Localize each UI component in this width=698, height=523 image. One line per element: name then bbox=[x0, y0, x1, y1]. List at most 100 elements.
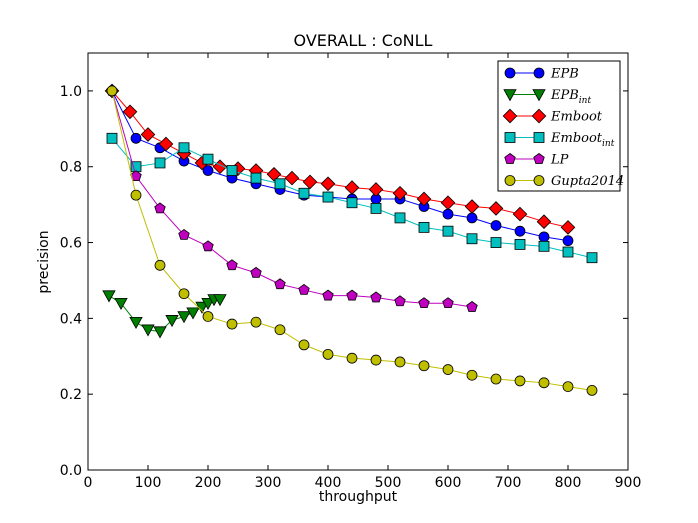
data-point bbox=[514, 239, 526, 250]
legend-label: LP bbox=[550, 153, 569, 168]
legend-entry: EPBint bbox=[503, 88, 591, 106]
data-point bbox=[488, 201, 504, 216]
legend-label: EPBint bbox=[550, 88, 591, 106]
data-point bbox=[368, 182, 384, 197]
data-point bbox=[106, 132, 118, 144]
series-emboot-int bbox=[106, 132, 598, 264]
data-point bbox=[226, 165, 238, 176]
data-point bbox=[392, 185, 408, 201]
data-point bbox=[442, 297, 454, 309]
data-point bbox=[514, 225, 526, 237]
data-point bbox=[418, 221, 430, 233]
data-point bbox=[512, 206, 528, 222]
legend-label-text: Emboot bbox=[550, 110, 603, 125]
legend-marker bbox=[504, 67, 516, 79]
x-tick-label: 900 bbox=[615, 475, 642, 491]
data-point bbox=[536, 214, 552, 230]
y-tick-label: 1.0 bbox=[60, 84, 82, 100]
legend-label: EPB bbox=[550, 67, 579, 82]
data-point bbox=[177, 311, 191, 324]
legend-label-subscript: int bbox=[579, 96, 592, 106]
data-point bbox=[178, 228, 190, 240]
data-point bbox=[274, 324, 286, 336]
legend-label-text: EPB bbox=[550, 67, 579, 82]
legend-entry: Gupta2014 bbox=[504, 174, 624, 189]
data-point bbox=[274, 278, 286, 290]
x-axis: 0 100 200 300 400 500 600 700 800 900 bbox=[84, 53, 642, 491]
x-tick-label: 500 bbox=[375, 475, 402, 491]
data-point bbox=[130, 189, 142, 201]
data-point bbox=[302, 174, 318, 190]
legend-marker bbox=[531, 108, 547, 124]
data-point bbox=[129, 316, 143, 329]
legend-marker bbox=[504, 175, 516, 186]
data-point bbox=[466, 369, 478, 381]
data-point bbox=[538, 377, 550, 389]
data-point bbox=[442, 364, 454, 375]
data-point bbox=[154, 259, 166, 271]
y-axis: 0.0 0.2 0.4 0.6 0.8 1.0 bbox=[60, 84, 628, 479]
series-epb-int bbox=[102, 290, 227, 339]
data-point bbox=[213, 294, 227, 307]
data-point bbox=[440, 195, 456, 211]
data-point bbox=[370, 291, 382, 303]
y-tick-label: 0.8 bbox=[60, 160, 82, 176]
legend-label-subscript: int bbox=[602, 139, 615, 149]
data-point bbox=[320, 176, 336, 192]
data-point bbox=[154, 157, 166, 169]
data-point bbox=[464, 199, 480, 214]
data-point bbox=[298, 187, 310, 199]
data-point bbox=[514, 375, 526, 387]
data-point bbox=[344, 180, 360, 195]
data-point bbox=[490, 220, 502, 231]
data-point bbox=[346, 197, 358, 209]
y-tick-label: 0.0 bbox=[60, 463, 82, 479]
series-layer bbox=[102, 83, 598, 396]
data-point bbox=[130, 132, 142, 144]
data-point bbox=[266, 166, 282, 182]
data-point bbox=[442, 225, 454, 237]
series-lp bbox=[106, 84, 478, 312]
data-point bbox=[140, 127, 156, 142]
data-point bbox=[202, 311, 214, 322]
x-axis-label: throughput bbox=[319, 489, 398, 505]
data-point bbox=[418, 360, 430, 372]
series-line bbox=[111, 90, 473, 308]
data-point bbox=[141, 324, 155, 337]
legend-marker bbox=[533, 132, 545, 143]
data-point bbox=[490, 237, 502, 248]
data-point bbox=[250, 172, 262, 184]
legend-marker bbox=[532, 89, 546, 102]
data-point bbox=[466, 212, 478, 224]
data-point bbox=[538, 240, 550, 252]
legend-label: Emboot bbox=[550, 110, 603, 125]
data-point bbox=[153, 326, 167, 339]
x-tick-label: 300 bbox=[255, 475, 282, 491]
data-point bbox=[442, 208, 454, 220]
legend-box bbox=[497, 60, 621, 192]
x-tick-label: 800 bbox=[555, 475, 582, 491]
chart-title: OVERALL : CoNLL bbox=[294, 31, 433, 50]
data-point bbox=[560, 220, 576, 235]
x-tick-label: 200 bbox=[195, 475, 222, 491]
legend-label-text: Emboot bbox=[550, 131, 603, 146]
x-tick-label: 0 bbox=[84, 475, 93, 491]
data-point bbox=[346, 289, 358, 301]
data-point bbox=[106, 85, 118, 97]
legend-marker bbox=[504, 153, 516, 164]
legend-marker bbox=[502, 108, 518, 124]
data-point bbox=[102, 290, 116, 303]
data-point bbox=[562, 235, 574, 247]
data-point bbox=[394, 212, 406, 224]
data-point bbox=[201, 297, 215, 311]
data-point bbox=[202, 165, 214, 176]
data-point bbox=[538, 231, 550, 243]
data-point bbox=[562, 381, 574, 393]
data-point bbox=[346, 352, 358, 364]
data-point bbox=[158, 136, 174, 152]
data-point bbox=[322, 289, 334, 301]
legend-marker bbox=[503, 89, 517, 102]
y-tick-label: 0.2 bbox=[60, 387, 82, 403]
